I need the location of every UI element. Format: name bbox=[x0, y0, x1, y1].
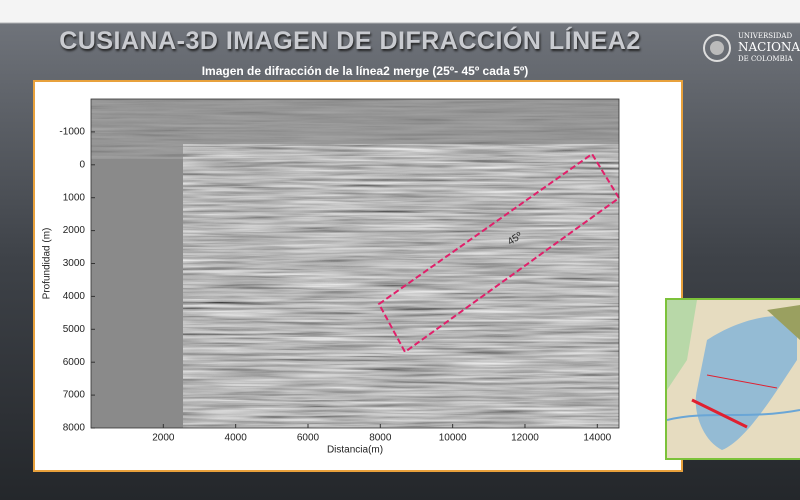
y-tick-label: 3000 bbox=[63, 258, 86, 269]
x-tick-label: 2000 bbox=[152, 433, 175, 444]
y-tick-label: -1000 bbox=[59, 127, 85, 138]
x-tick-label: 12000 bbox=[511, 433, 539, 444]
slide-subtitle: Imagen de difracción de la línea2 merge … bbox=[201, 64, 529, 78]
x-tick-label: 8000 bbox=[369, 433, 392, 444]
logo-text: UNIVERSIDAD bbox=[738, 32, 793, 40]
y-tick-label: 1000 bbox=[63, 192, 86, 203]
x-tick-label: 14000 bbox=[583, 433, 611, 444]
y-tick-label: 7000 bbox=[63, 390, 86, 401]
y-tick-label: 8000 bbox=[63, 423, 86, 434]
y-tick-label: 0 bbox=[79, 159, 85, 170]
location-map bbox=[665, 298, 800, 460]
y-axis-label: Profundidad (m) bbox=[42, 228, 53, 300]
logo-text: DE COLOMBIA bbox=[738, 55, 793, 63]
logo-emblem bbox=[703, 34, 731, 62]
highlight-box bbox=[377, 152, 621, 354]
x-tick-label: 6000 bbox=[297, 433, 320, 444]
slide-title: CUSIANA-3D IMAGEN DE DIFRACCIÓN LÍNEA2 bbox=[59, 27, 641, 55]
seismic-image bbox=[91, 99, 619, 159]
x-tick-label: 4000 bbox=[225, 433, 248, 444]
figure-panel: 45º 2000 4000 6000 8000 10000 12000 14000 -1000 0… bbox=[33, 80, 683, 472]
logo: UNIVERSIDAD NACIONAL DE COLOMBIA bbox=[700, 30, 800, 70]
y-tick-label: 5000 bbox=[63, 324, 86, 335]
y-tick-label: 2000 bbox=[63, 225, 86, 236]
y-tick-label: 4000 bbox=[63, 291, 86, 302]
logo-text: NACIONAL bbox=[738, 40, 800, 54]
seismic-image bbox=[183, 144, 619, 428]
x-tick-label: 10000 bbox=[439, 433, 467, 444]
x-axis-label: Distancia(m) bbox=[327, 445, 383, 456]
map-drawing bbox=[667, 300, 800, 458]
y-tick-label: 6000 bbox=[63, 357, 86, 368]
